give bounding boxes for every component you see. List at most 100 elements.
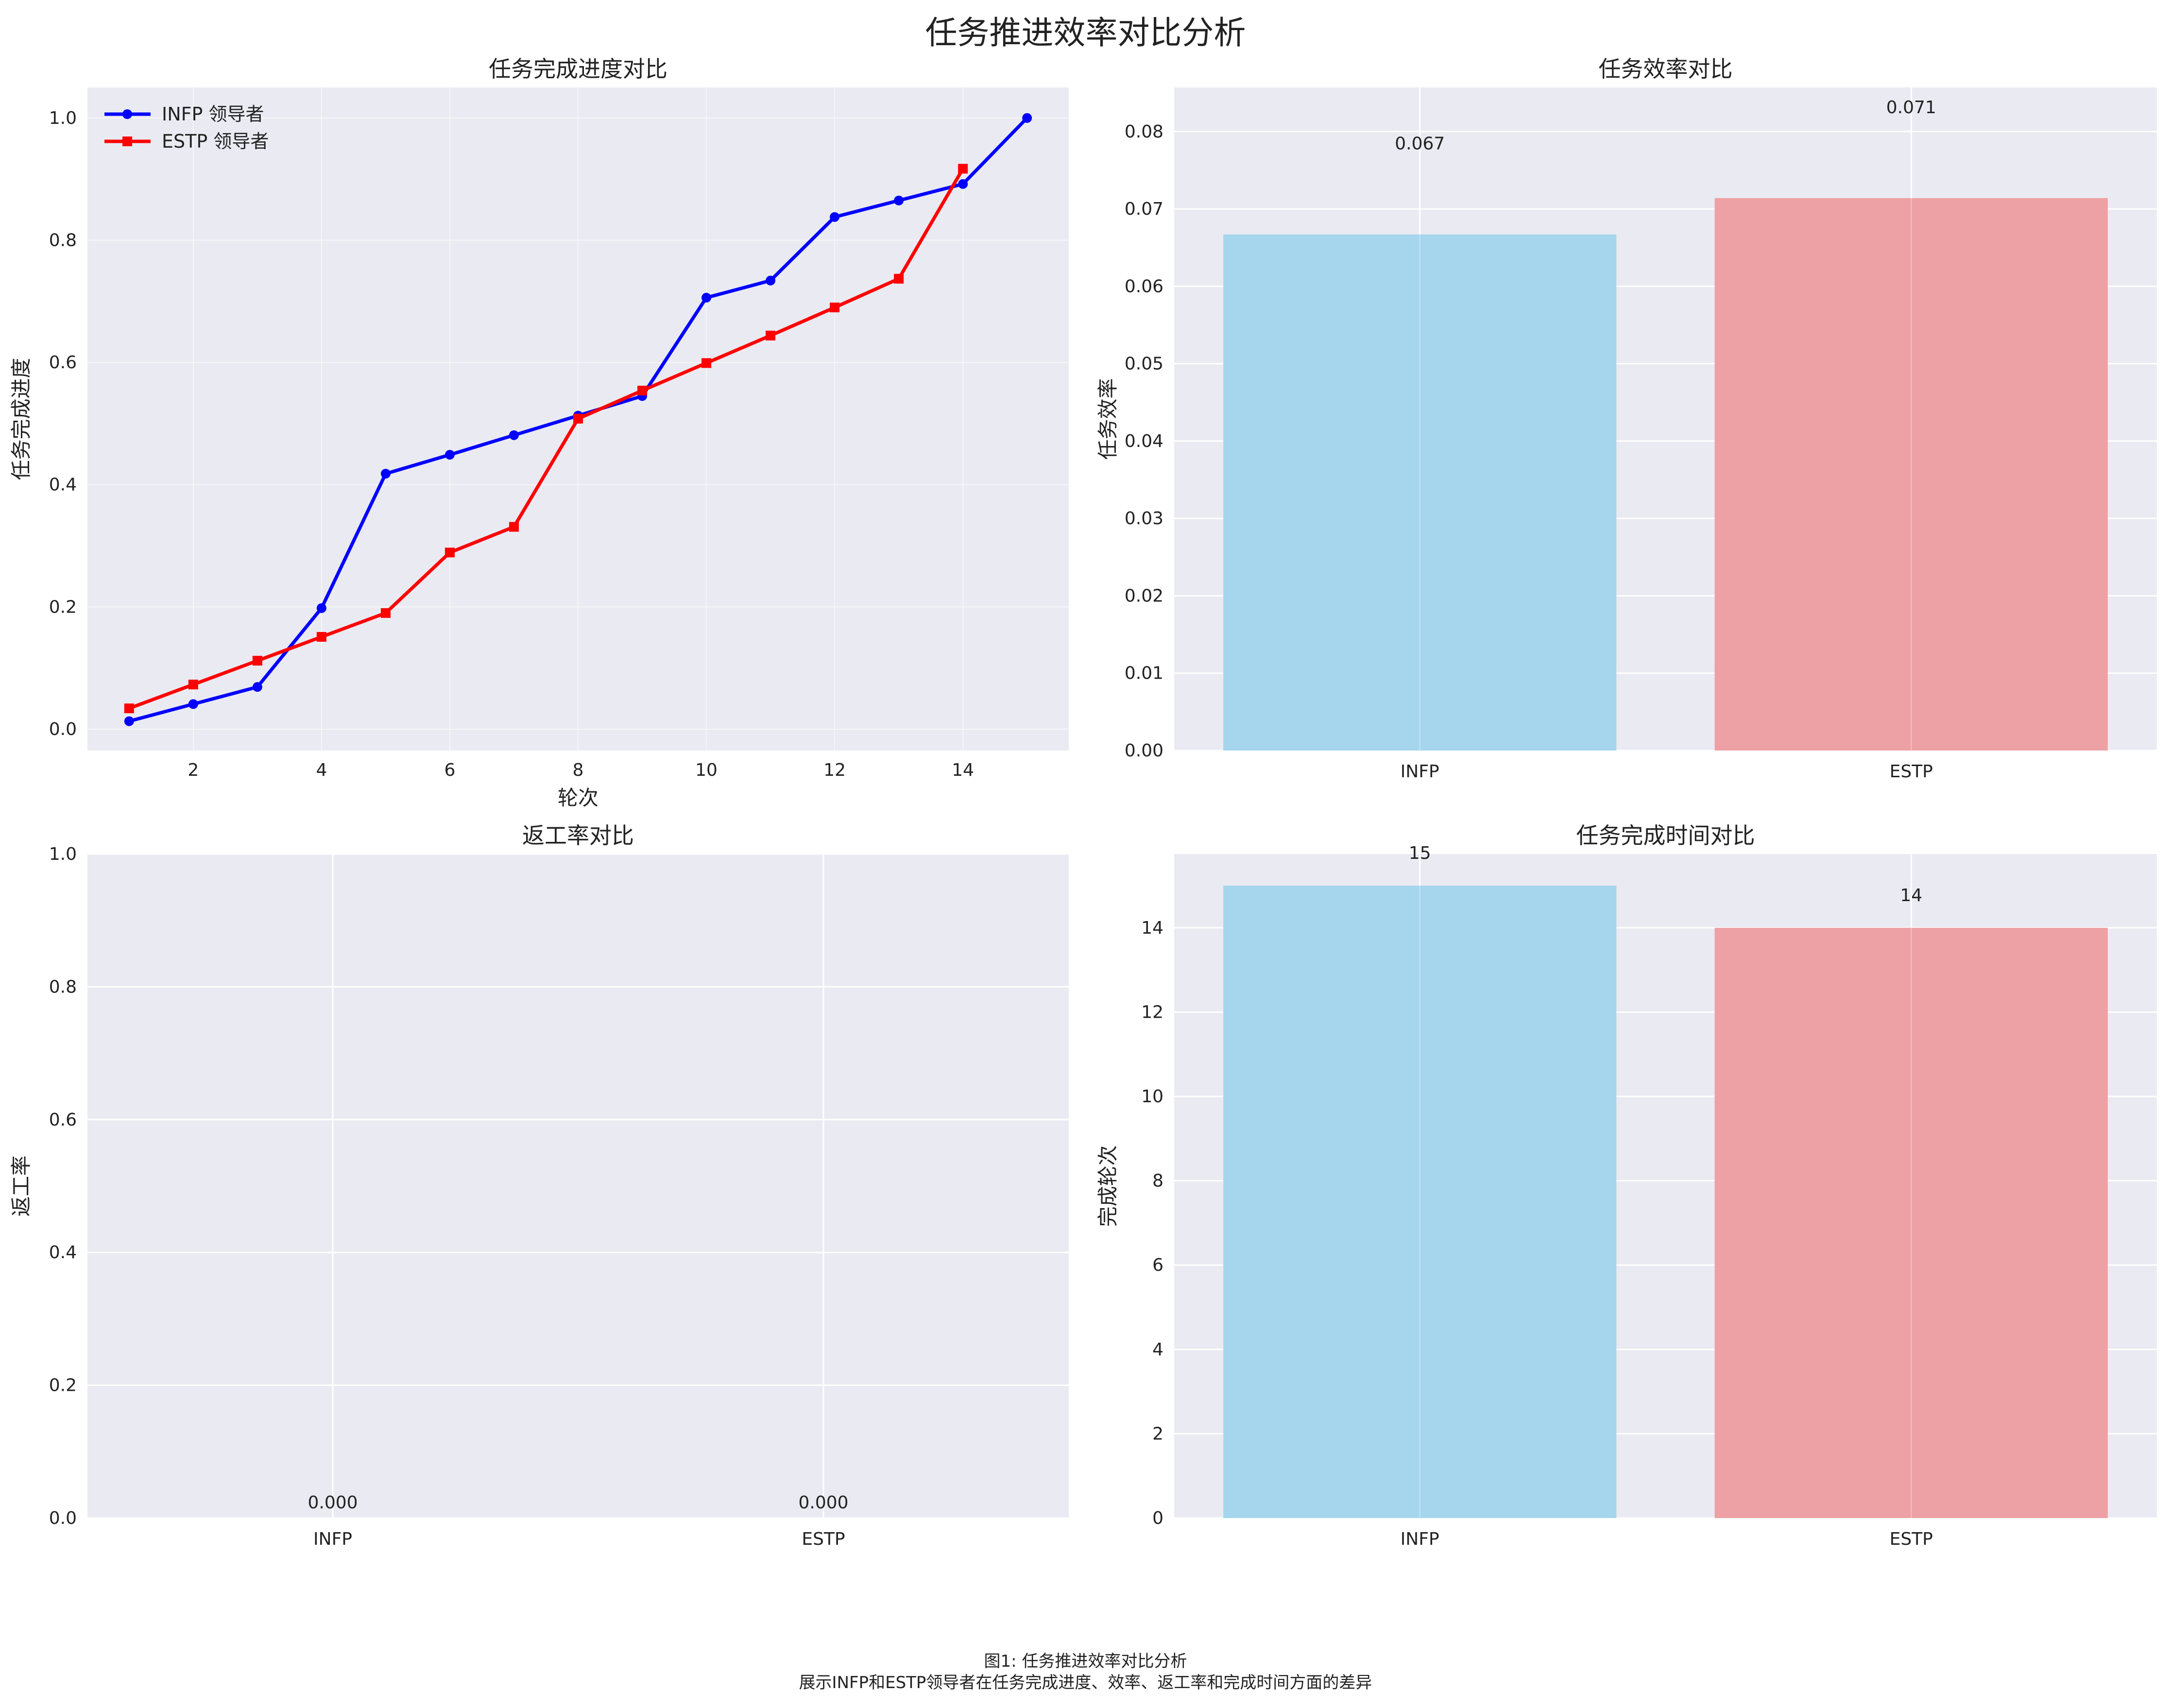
data-point bbox=[252, 682, 262, 692]
y-tick-label: 0.08 bbox=[1125, 122, 1163, 142]
x-tick-label: 10 bbox=[695, 760, 718, 780]
x-tick-label: 4 bbox=[316, 760, 327, 780]
y-tick-label: 0.01 bbox=[1125, 664, 1163, 683]
y-tick-label: 0.06 bbox=[1125, 276, 1163, 296]
y-tick-label: 0.4 bbox=[49, 1243, 77, 1263]
y-tick-label: 0.2 bbox=[49, 1376, 77, 1396]
x-tick-label: ESTP bbox=[1890, 762, 1933, 782]
legend-label: INFP 领导者 bbox=[162, 103, 264, 125]
data-label: 0.000 bbox=[308, 1493, 358, 1513]
y-tick-label: 12 bbox=[1141, 1002, 1163, 1022]
chart-title: 返工率对比 bbox=[522, 822, 634, 849]
data-point bbox=[380, 608, 391, 618]
x-tick-label: INFP bbox=[1401, 762, 1439, 782]
data-label: 14 bbox=[1900, 886, 1922, 905]
data-point bbox=[830, 212, 840, 222]
data-point bbox=[252, 656, 262, 666]
x-tick-label: ESTP bbox=[802, 1529, 845, 1549]
bar-estp bbox=[1714, 198, 2108, 751]
bar-infp bbox=[1223, 886, 1617, 1518]
y-axis-label: 返工率 bbox=[9, 1155, 33, 1216]
y-axis-label: 任务完成进度 bbox=[9, 358, 33, 480]
y-tick-label: 0.0 bbox=[49, 1508, 77, 1528]
y-tick-label: 0.00 bbox=[1125, 741, 1163, 761]
y-tick-label: 0 bbox=[1152, 1508, 1163, 1528]
data-point bbox=[701, 358, 712, 368]
data-point bbox=[444, 547, 455, 558]
y-tick-label: 6 bbox=[1152, 1255, 1163, 1275]
x-axis-label: 轮次 bbox=[558, 786, 598, 810]
series-line-2 bbox=[128, 168, 965, 710]
data-label: 0.071 bbox=[1886, 98, 1936, 118]
y-tick-label: 0.07 bbox=[1125, 199, 1163, 219]
y-tick-label: 1.0 bbox=[49, 844, 77, 864]
data-point bbox=[637, 386, 648, 395]
y-tick-label: 1.0 bbox=[49, 108, 77, 128]
legend-label: ESTP 领导者 bbox=[162, 131, 269, 152]
data-point bbox=[958, 179, 968, 189]
y-tick-label: 0.4 bbox=[49, 475, 77, 495]
data-point bbox=[124, 716, 134, 726]
y-tick-label: 10 bbox=[1141, 1087, 1163, 1107]
data-point bbox=[894, 195, 904, 205]
y-tick-label: 0.02 bbox=[1125, 586, 1163, 606]
chart-title: 任务完成时间对比 bbox=[1576, 822, 1755, 849]
figure-caption-line-2: 展示INFP和ESTP领导者在任务完成进度、效率、返工率和完成时间方面的差异 bbox=[799, 1673, 1372, 1692]
y-tick-label: 0.8 bbox=[49, 231, 77, 251]
data-point bbox=[509, 522, 519, 532]
bar-infp bbox=[1223, 234, 1617, 751]
bar-estp bbox=[1714, 927, 2108, 1518]
y-tick-label: 0.04 bbox=[1125, 431, 1163, 451]
y-axis-label: 任务效率 bbox=[1096, 378, 1120, 460]
data-label: 15 bbox=[1409, 843, 1431, 863]
data-point bbox=[316, 632, 326, 642]
legend-marker bbox=[122, 137, 132, 146]
y-tick-label: 0.03 bbox=[1125, 509, 1163, 529]
y-tick-label: 0.0 bbox=[49, 719, 77, 739]
chart-title: 任务效率对比 bbox=[1599, 56, 1733, 82]
data-point bbox=[1022, 113, 1032, 123]
legend-marker bbox=[122, 109, 132, 119]
data-point bbox=[766, 275, 776, 286]
data-point bbox=[958, 164, 968, 174]
y-tick-label: 0.6 bbox=[49, 353, 77, 373]
data-point bbox=[573, 413, 583, 424]
data-point bbox=[444, 450, 455, 460]
data-point bbox=[316, 603, 326, 613]
y-axis-label: 完成轮次 bbox=[1096, 1145, 1120, 1227]
x-tick-label: ESTP bbox=[1890, 1529, 1933, 1549]
data-point bbox=[894, 273, 904, 284]
x-tick-label: INFP bbox=[1401, 1529, 1439, 1549]
plot-area bbox=[87, 854, 1069, 1518]
data-point bbox=[701, 292, 712, 303]
x-tick-label: 2 bbox=[188, 760, 199, 780]
y-tick-label: 8 bbox=[1152, 1171, 1163, 1191]
x-tick-label: INFP bbox=[313, 1529, 352, 1549]
data-label: 0.067 bbox=[1395, 134, 1445, 154]
data-point bbox=[509, 430, 519, 440]
data-point bbox=[188, 680, 198, 690]
y-tick-label: 0.6 bbox=[49, 1110, 77, 1130]
x-tick-label: 12 bbox=[823, 760, 846, 780]
y-tick-label: 0.8 bbox=[49, 977, 77, 997]
y-tick-label: 0.2 bbox=[49, 597, 77, 617]
y-tick-label: 14 bbox=[1141, 918, 1163, 938]
chart-title: 任务完成进度对比 bbox=[489, 56, 667, 82]
x-tick-label: 8 bbox=[573, 760, 584, 780]
y-tick-label: 2 bbox=[1152, 1424, 1163, 1444]
x-tick-label: 6 bbox=[444, 760, 455, 780]
data-label: 0.000 bbox=[798, 1493, 848, 1513]
y-tick-label: 0.05 bbox=[1125, 354, 1163, 374]
data-point bbox=[124, 703, 134, 714]
data-point bbox=[766, 330, 776, 341]
y-tick-label: 4 bbox=[1152, 1340, 1163, 1360]
figure-caption-line-1: 图1: 任务推进效率对比分析 bbox=[984, 1652, 1187, 1671]
data-point bbox=[380, 469, 391, 479]
data-point bbox=[830, 302, 840, 312]
x-tick-label: 14 bbox=[952, 760, 974, 780]
